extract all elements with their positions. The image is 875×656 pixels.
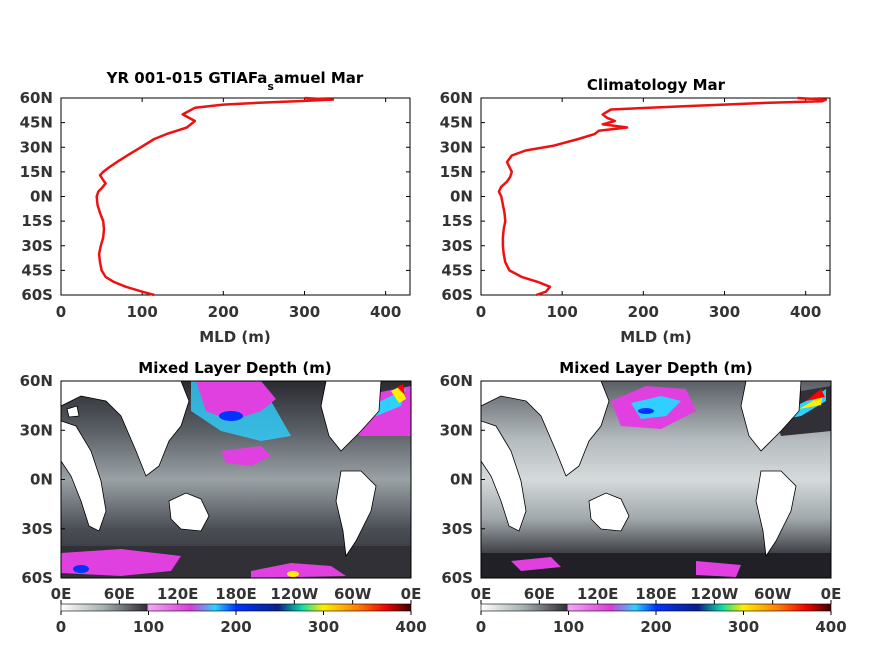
map-2-field: [481, 381, 831, 578]
map-1-colorbar-tick-label: 0: [56, 618, 66, 636]
profile-2-xtick-label: 100: [547, 303, 578, 321]
profile-1-xlabel: MLD (m): [199, 328, 271, 346]
colorbar-1: [60, 603, 412, 612]
map-2-xtick-label: 0E: [471, 585, 492, 603]
profile-2-ytick-label: 30S: [441, 237, 473, 255]
map-1-xtick-label: 0E: [401, 585, 422, 603]
profile-2-ytick-label: 60N: [440, 89, 473, 107]
map-2-title: Mixed Layer Depth (m): [559, 359, 752, 377]
map-1-ytick-label: 0N: [30, 471, 53, 489]
map-1-xtick-label: 120W: [270, 585, 318, 603]
map-2-colorbar-tick-label: 0: [476, 618, 486, 636]
profile-1-axes: [60, 97, 411, 296]
map-1-ytick-label: 60N: [20, 372, 53, 390]
map-2-colorbar-tick-label: 400: [815, 618, 846, 636]
profile-2-xtick-label: 200: [628, 303, 659, 321]
map-2-xtick-label: 60W: [754, 585, 792, 603]
profile-2-xtick-label: 0: [476, 303, 486, 321]
profile-1-ytick-label: 15S: [21, 212, 53, 230]
map-2-ytick-label: 60N: [440, 372, 473, 390]
map-panel-1: Mixed Layer Depth (m): [20, 359, 427, 636]
profile-2-ytick-label: 15S: [441, 212, 473, 230]
profile-1-ytick-label: 15N: [20, 163, 53, 181]
colorbar-2: [480, 603, 832, 612]
map-2-xtick-label: 120E: [577, 585, 619, 603]
profile-1-ytick-label: 30N: [20, 138, 53, 156]
profile-1-xtick-label: 0: [56, 303, 66, 321]
map-1-colorbar-tick-label: 300: [308, 618, 339, 636]
profile-2-xtick-label: 300: [709, 303, 740, 321]
profile-2-ytick-label: 30N: [440, 138, 473, 156]
profile-2-xtick-label: 400: [790, 303, 821, 321]
profile-2-ytick-label: 45S: [441, 261, 473, 279]
profile-1-xtick-label: 400: [370, 303, 401, 321]
map-1-colorbar-tick-label: 100: [133, 618, 164, 636]
map-1-xtick-label: 60E: [104, 585, 135, 603]
map-1-ytick-label: 60S: [21, 569, 53, 587]
map-1-ytick-label: 30S: [21, 520, 53, 538]
profile-1-xtick-label: 100: [127, 303, 158, 321]
profile-2-xlabel: MLD (m): [620, 328, 692, 346]
profile-2-ytick-label: 15N: [440, 163, 473, 181]
map-1-xtick-label: 60W: [334, 585, 372, 603]
profile-1-xtick-label: 300: [289, 303, 320, 321]
map-2-colorbar-tick-label: 300: [728, 618, 759, 636]
map-1-xtick-label: 120E: [157, 585, 199, 603]
profile-1-ytick-label: 60N: [20, 89, 53, 107]
map-2-ytick-label: 60S: [441, 569, 473, 587]
profile-2-ytick-label: 45N: [440, 114, 473, 132]
profile-1-mld-line: [95, 96, 335, 297]
profile-1-ytick-label: 45N: [20, 114, 53, 132]
profile-1-xtick-label: 200: [208, 303, 239, 321]
profile-1-ytick-label: 60S: [21, 286, 53, 304]
map-2-colorbar-tick-label: 100: [553, 618, 584, 636]
map-2-xtick-label: 0E: [821, 585, 842, 603]
profile-panel-1: YR 001-015 GTIAFasamuel Mar 60N 45N 30N 15N…: [20, 69, 411, 346]
map-2-colorbar-tick-label: 200: [640, 618, 671, 636]
profile-2-title: Climatology Mar: [587, 76, 726, 94]
map-2-xtick-label: 60E: [524, 585, 555, 603]
map-panel-2: Mixed Layer Depth (m) 60N 30N 0N 30S 60S 0E 6…: [440, 359, 847, 636]
profile-1-ytick-label: 30S: [21, 237, 53, 255]
profile-1-title: YR 001-015 GTIAFasamuel Mar: [106, 69, 364, 93]
map-2-ytick-label: 0N: [450, 471, 473, 489]
profile-2-ytick-label: 60S: [441, 286, 473, 304]
map-1-title: Mixed Layer Depth (m): [138, 359, 331, 377]
map-2-xtick-label: 120W: [690, 585, 738, 603]
profile-2-mld-line: [497, 96, 828, 297]
map-2-xtick-label: 180E: [635, 585, 677, 603]
map-2-ytick-label: 30S: [441, 520, 473, 538]
profile-2-ytick-label: 0N: [450, 188, 473, 206]
map-1-colorbar-tick-label: 200: [220, 618, 251, 636]
map-2-ytick-label: 30N: [440, 421, 473, 439]
map-1-colorbar-tick-label: 400: [395, 618, 426, 636]
map-1-field: [61, 381, 411, 578]
map-1-xtick-label: 180E: [215, 585, 257, 603]
profile-2-axes: [480, 97, 831, 296]
profile-panel-2: Climatology Mar 60N 45N 30N 15N 0N 15S 30S 45S 6…: [440, 76, 831, 346]
map-1-xtick-label: 0E: [51, 585, 72, 603]
map-1-ytick-label: 30N: [20, 421, 53, 439]
profile-1-ytick-label: 45S: [21, 261, 53, 279]
profile-1-ytick-label: 0N: [30, 188, 53, 206]
